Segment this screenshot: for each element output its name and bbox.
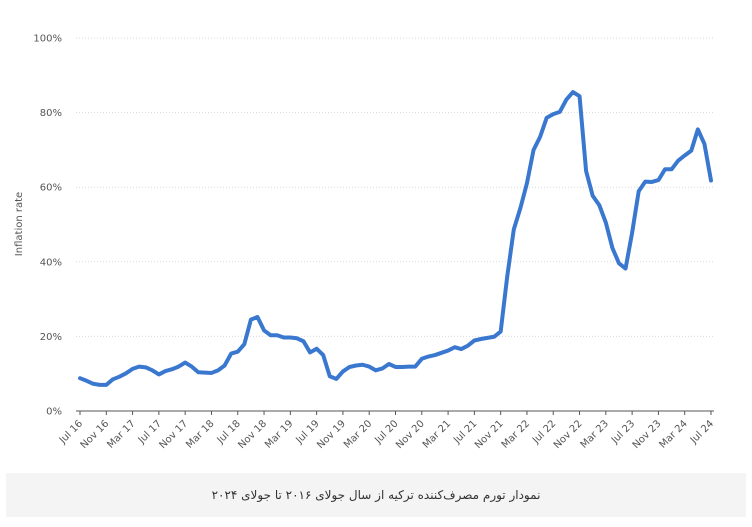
chart-caption: نمودار تورم مصرف‌کننده ترکیه از سال جولا… [211, 488, 541, 502]
grid-lines [76, 37, 714, 412]
x-tick-label: Nov 16 [79, 418, 112, 451]
y-tick-label: 80% [40, 108, 62, 119]
y-tick-label: 20% [40, 332, 62, 343]
y-tick-label: 0% [46, 407, 62, 418]
x-tick-label: Mar 23 [579, 418, 611, 450]
y-tick-label: 60% [40, 183, 62, 194]
inflation-line-chart: 0% 20% 40% 60% 80% 100% Jul 16 Nov 16 Mar 17 Jul… [14, 34, 716, 452]
x-tick-label: Nov 20 [394, 418, 427, 451]
x-tick-label: Mar 20 [342, 418, 374, 450]
x-tick-label: Mar 24 [657, 418, 689, 450]
x-tick-label: Mar 22 [500, 418, 532, 450]
x-tick-label: Nov 17 [157, 418, 190, 451]
y-axis-ticks: 0% 20% 40% 60% 80% 100% [33, 34, 62, 418]
inflation-series-line [78, 90, 713, 387]
x-tick-label: Mar 18 [184, 418, 216, 450]
x-tick-label: Mar 21 [421, 418, 453, 450]
series-layer [78, 90, 713, 387]
x-tick-label: Nov 23 [631, 418, 664, 451]
x-tick-label: Nov 18 [236, 418, 269, 451]
x-tick-label: Jul 24 [688, 418, 716, 446]
y-tick-label: 100% [33, 34, 62, 45]
x-tick-label: Nov 19 [315, 418, 348, 451]
y-axis-title: Inflation rate [14, 192, 25, 256]
x-tick-label: Mar 19 [263, 418, 295, 450]
x-tick-label: Nov 22 [552, 418, 585, 451]
y-tick-label: 40% [40, 257, 62, 268]
x-tick-label: Nov 21 [473, 418, 506, 451]
x-tick-label: Mar 17 [105, 418, 137, 450]
caption-bar: نمودار تورم مصرف‌کننده ترکیه از سال جولا… [6, 473, 746, 517]
